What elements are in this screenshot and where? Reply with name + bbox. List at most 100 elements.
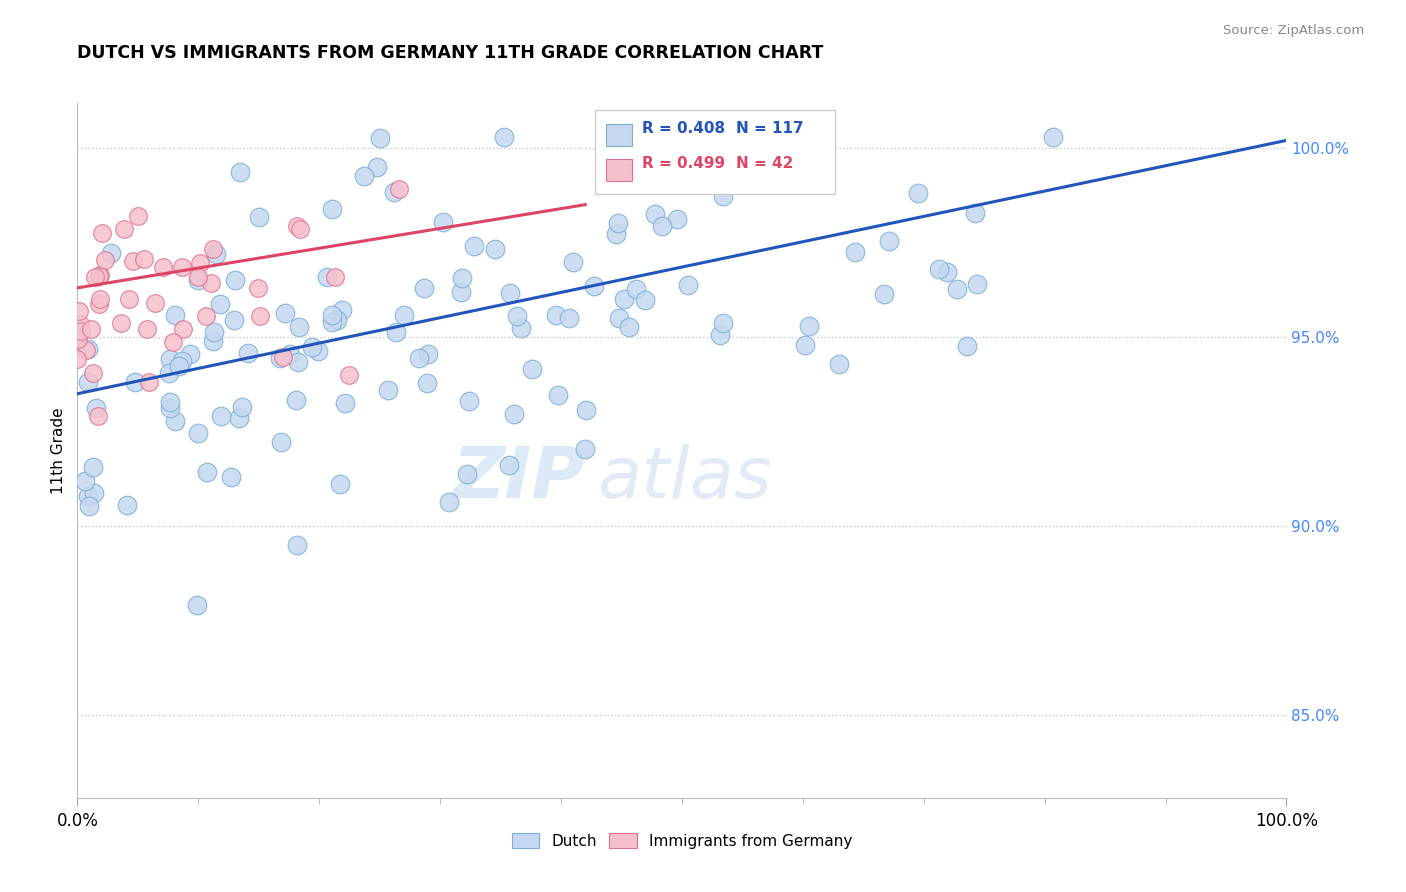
Point <box>143 296 166 310</box>
Point <box>274 306 297 320</box>
Point <box>179 347 201 361</box>
Text: N = 117: N = 117 <box>737 120 804 136</box>
Point <box>231 400 253 414</box>
Point <box>607 310 630 325</box>
Point <box>413 281 436 295</box>
Point <box>799 318 821 333</box>
Point <box>613 292 636 306</box>
Point <box>388 182 411 196</box>
Point <box>247 281 270 295</box>
Point <box>330 302 353 317</box>
Point <box>605 227 627 241</box>
Point <box>463 239 485 253</box>
Point <box>561 255 583 269</box>
Point <box>499 286 522 301</box>
FancyBboxPatch shape <box>606 124 633 146</box>
Point <box>271 351 294 365</box>
Point <box>115 499 138 513</box>
Point <box>167 359 190 373</box>
Point <box>329 476 352 491</box>
Point <box>201 334 224 348</box>
Point <box>714 172 737 186</box>
Point <box>484 242 506 256</box>
Point <box>547 388 569 402</box>
Point <box>91 226 114 240</box>
Point <box>877 234 900 248</box>
Text: R = 0.408: R = 0.408 <box>643 120 725 136</box>
Point <box>112 222 135 236</box>
Point <box>385 325 408 339</box>
Point <box>315 270 337 285</box>
Point <box>186 598 208 612</box>
Point <box>494 129 516 144</box>
Point <box>366 161 388 175</box>
Point <box>936 265 959 279</box>
Point <box>574 442 596 457</box>
Point <box>157 367 180 381</box>
Point <box>159 351 181 366</box>
Point <box>122 253 145 268</box>
Point <box>89 269 111 284</box>
Point <box>456 467 478 481</box>
Point <box>651 219 673 233</box>
Point <box>89 268 111 283</box>
Point <box>110 316 132 330</box>
Text: Source: ZipAtlas.com: Source: ZipAtlas.com <box>1223 24 1364 37</box>
Point <box>77 343 100 357</box>
Point <box>288 221 311 235</box>
Text: atlas: atlas <box>598 444 772 513</box>
Point <box>77 489 100 503</box>
Point <box>408 351 430 365</box>
Point <box>288 320 311 334</box>
Point <box>416 347 439 361</box>
Point <box>828 357 851 371</box>
Point <box>606 216 628 230</box>
Point <box>321 202 343 217</box>
Point <box>187 273 209 287</box>
Point <box>546 308 568 322</box>
Point <box>285 538 308 552</box>
Point <box>498 458 520 473</box>
Point <box>83 270 105 285</box>
Point <box>67 304 90 318</box>
Point <box>124 376 146 390</box>
Legend: Dutch, Immigrants from Germany: Dutch, Immigrants from Germany <box>506 827 858 855</box>
Point <box>520 361 543 376</box>
Text: N = 42: N = 42 <box>737 155 794 170</box>
Point <box>321 315 343 329</box>
Point <box>201 242 224 256</box>
Point <box>709 327 731 342</box>
Point <box>77 375 100 389</box>
Point <box>163 308 186 322</box>
Point <box>94 253 117 268</box>
Point <box>963 205 986 219</box>
Point <box>67 333 90 347</box>
Point <box>228 411 250 425</box>
Point <box>77 499 100 513</box>
Point <box>307 343 329 358</box>
Point <box>285 219 308 234</box>
Point <box>377 383 399 397</box>
Point <box>195 309 218 323</box>
Point <box>432 215 454 229</box>
Point <box>82 460 104 475</box>
Point <box>162 335 184 350</box>
Point <box>224 273 246 287</box>
FancyBboxPatch shape <box>595 110 835 194</box>
Point <box>956 338 979 352</box>
Point <box>415 376 437 391</box>
Point <box>458 394 481 409</box>
Point <box>617 319 640 334</box>
Point <box>84 401 107 415</box>
Point <box>159 401 181 415</box>
Point <box>368 130 391 145</box>
Point <box>89 292 111 306</box>
Point <box>439 495 461 509</box>
Point <box>872 286 894 301</box>
Point <box>187 425 209 440</box>
Point <box>450 285 472 299</box>
Point <box>285 392 308 407</box>
Point <box>323 269 346 284</box>
Point <box>83 486 105 500</box>
Point <box>87 409 110 423</box>
